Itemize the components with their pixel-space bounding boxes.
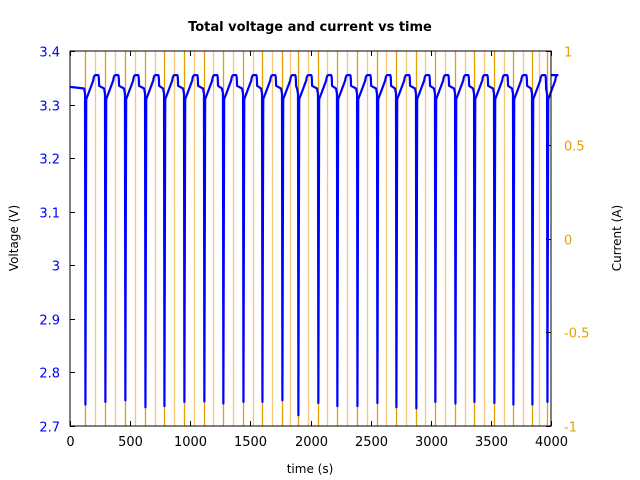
voltage-tick-label: 2.7 — [39, 421, 60, 436]
y-axis-label-voltage: Voltage (V) — [7, 205, 21, 271]
voltage-tick-label: 2.8 — [39, 367, 60, 382]
voltage-series — [69, 74, 559, 417]
voltage-tick-label: 3.2 — [39, 153, 60, 168]
y-axis-label-current: Current (A) — [610, 205, 624, 271]
x-tick-label: 2000 — [295, 435, 328, 450]
voltage-tick-label: 3 — [52, 260, 60, 275]
voltage-tick-label: 3.1 — [39, 207, 60, 222]
chart-title: Total voltage and current vs time — [188, 20, 432, 35]
plot-frame — [69, 50, 552, 427]
x-axis: 0 500 1000 1500 2000 2500 3000 3500 4000 — [66, 51, 568, 450]
voltage-axis: 2.7 2.8 2.9 3 3.1 3.2 3.3 3.4 — [39, 46, 75, 436]
x-tick-label: 1000 — [174, 435, 207, 450]
voltage-tick-label: 2.9 — [39, 314, 60, 329]
current-tick-label: 0 — [564, 234, 572, 249]
x-tick-label: 1500 — [234, 435, 267, 450]
x-tick-label: 3500 — [475, 435, 508, 450]
current-axis: -1 -0.5 0 0.5 1 — [546, 46, 589, 436]
voltage-line-path — [69, 74, 559, 417]
x-tick-label: 500 — [118, 435, 143, 450]
x-axis-label: time (s) — [287, 462, 334, 476]
current-tick-label: -1 — [564, 421, 577, 436]
current-tick-label: -0.5 — [564, 327, 589, 342]
voltage-tick-label: 3.3 — [39, 100, 60, 115]
voltage-tick-label: 3.4 — [39, 46, 60, 61]
x-tick-label: 2500 — [355, 435, 388, 450]
current-tick-label: 0.5 — [564, 140, 585, 155]
current-series — [84, 51, 549, 426]
x-tick-label: 4000 — [535, 435, 568, 450]
x-tick-label: 0 — [66, 435, 74, 450]
x-tick-label: 3000 — [415, 435, 448, 450]
current-tick-label: 1 — [564, 46, 572, 61]
